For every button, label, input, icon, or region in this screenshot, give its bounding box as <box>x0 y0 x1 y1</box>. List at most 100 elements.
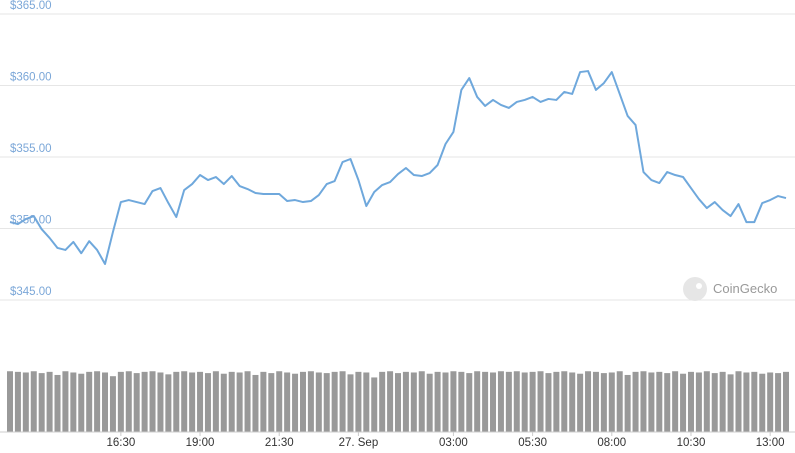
y-tick-label: $355.00 <box>10 143 52 155</box>
volume-bar <box>695 372 702 432</box>
volume-bar <box>529 371 536 432</box>
volume-bar <box>38 373 45 432</box>
y-tick-label: $360.00 <box>10 72 52 84</box>
volume-bar <box>664 373 671 432</box>
volume-bar <box>117 371 124 432</box>
volume-bar <box>78 373 85 432</box>
volume-bar <box>767 372 774 432</box>
volume-bar <box>458 371 465 432</box>
volume-bar <box>672 371 679 432</box>
volume-bar <box>94 371 101 432</box>
volume-bar <box>656 371 663 432</box>
volume-bar <box>402 371 409 432</box>
volume-bar <box>379 371 386 432</box>
volume-bar <box>323 373 330 432</box>
volume-bar <box>395 373 401 432</box>
volume-bar <box>252 374 259 432</box>
volume-bar <box>62 371 69 432</box>
volume-bar <box>181 371 188 432</box>
volume-bar <box>173 371 180 432</box>
volume-bar <box>165 374 172 432</box>
volume-bar <box>537 371 544 432</box>
volume-bar <box>331 371 338 432</box>
volume-bars <box>0 371 795 433</box>
volume-bar <box>284 372 291 432</box>
volume-bar <box>727 374 734 432</box>
volume-bar <box>189 372 196 432</box>
volume-bar <box>86 371 93 432</box>
watermark-text: CoinGecko <box>713 281 777 296</box>
volume-bar <box>680 373 687 432</box>
volume-bar <box>553 371 560 432</box>
volume-bar <box>434 371 441 432</box>
volume-bar <box>102 372 109 432</box>
volume-bar <box>268 373 275 432</box>
volume-bar <box>339 371 346 432</box>
volume-bar <box>521 372 528 432</box>
volume-bar <box>228 371 235 432</box>
x-tick-label: 21:30 <box>265 437 294 449</box>
x-tick-label: 27. Sep <box>339 437 379 449</box>
grid <box>0 13 795 436</box>
volume-bar <box>7 371 13 432</box>
volume-bar <box>640 371 647 432</box>
volume-bar <box>624 374 631 432</box>
volume-bar <box>371 377 378 432</box>
price-line <box>9 70 787 265</box>
volume-bar <box>450 371 457 432</box>
volume-bar <box>276 371 283 432</box>
volume-bar <box>703 371 710 432</box>
watermark: CoinGecko <box>683 277 777 301</box>
volume-bar <box>204 373 211 432</box>
volume-bar <box>212 371 219 432</box>
volume-bar <box>236 372 243 432</box>
volume-bar <box>109 376 116 432</box>
volume-bar <box>561 371 568 432</box>
volume-bar <box>426 373 433 432</box>
volume-bar <box>592 371 599 432</box>
volume-bar <box>70 372 77 432</box>
volume-bar <box>505 371 512 432</box>
volume-bar <box>513 371 520 432</box>
volume-bar <box>347 374 354 432</box>
volume-bar <box>260 371 267 432</box>
volume-bar <box>387 371 394 432</box>
volume-bar <box>687 371 694 432</box>
y-tick-label: $350.00 <box>10 215 52 227</box>
volume-bar <box>292 373 299 432</box>
volume-bar <box>783 371 789 432</box>
volume-bar <box>497 371 504 432</box>
volume-bar <box>54 374 61 432</box>
volume-bar <box>569 372 576 432</box>
volume-bar <box>482 371 489 432</box>
volume-bar <box>244 371 251 432</box>
price-line-group <box>9 70 787 265</box>
volume-bar <box>711 373 718 432</box>
volume-bar <box>307 371 314 432</box>
x-tick-label: 16:30 <box>106 437 135 449</box>
volume-bar <box>735 371 742 432</box>
volume-bar <box>149 371 156 432</box>
x-tick-label: 19:00 <box>186 437 215 449</box>
volume-bar <box>474 371 481 432</box>
volume-bar <box>719 371 726 432</box>
volume-bar <box>141 371 148 432</box>
volume-bar <box>608 372 615 432</box>
volume-bar <box>46 371 53 432</box>
x-tick-label: 13:00 <box>756 437 785 449</box>
volume-bar <box>220 373 227 432</box>
volume-bar <box>355 371 362 432</box>
x-tick-label: 10:30 <box>677 437 706 449</box>
volume-bar <box>585 371 592 432</box>
volume-bar <box>133 373 140 432</box>
volume-bar <box>743 372 750 432</box>
watermark-logo <box>683 277 707 301</box>
volume-bar <box>410 372 417 432</box>
volume-bar <box>315 372 322 432</box>
volume-bar <box>14 371 21 432</box>
x-tick-label: 05:30 <box>518 437 547 449</box>
volume-bar <box>632 371 639 432</box>
volume-bar <box>751 371 758 432</box>
x-tick-label: 03:00 <box>439 437 468 449</box>
volume-bar <box>197 371 204 432</box>
